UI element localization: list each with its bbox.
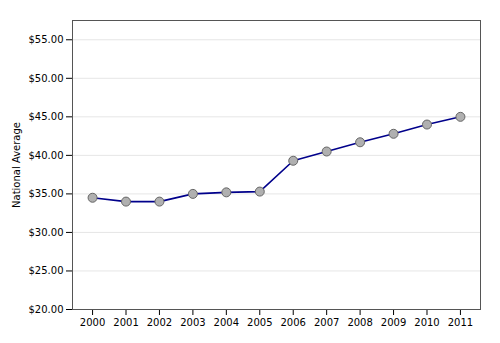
svg-text:2009: 2009 [381,317,406,328]
svg-text:2000: 2000 [80,317,105,328]
svg-text:2007: 2007 [314,317,339,328]
svg-text:National Average: National Average [11,122,22,208]
svg-text:$20.00: $20.00 [29,304,64,315]
svg-text:$55.00: $55.00 [29,34,64,45]
svg-text:$40.00: $40.00 [29,150,64,161]
svg-text:2011: 2011 [448,317,473,328]
svg-text:$30.00: $30.00 [29,227,64,238]
svg-text:2004: 2004 [214,317,239,328]
svg-text:$35.00: $35.00 [29,188,64,199]
svg-text:2002: 2002 [147,317,172,328]
svg-text:2001: 2001 [113,317,138,328]
svg-text:$50.00: $50.00 [29,73,64,84]
svg-text:$25.00: $25.00 [29,265,64,276]
svg-text:$45.00: $45.00 [29,111,64,122]
svg-text:2003: 2003 [180,317,205,328]
svg-text:2010: 2010 [414,317,439,328]
svg-text:2005: 2005 [247,317,272,328]
svg-text:2006: 2006 [280,317,305,328]
svg-text:2008: 2008 [347,317,372,328]
